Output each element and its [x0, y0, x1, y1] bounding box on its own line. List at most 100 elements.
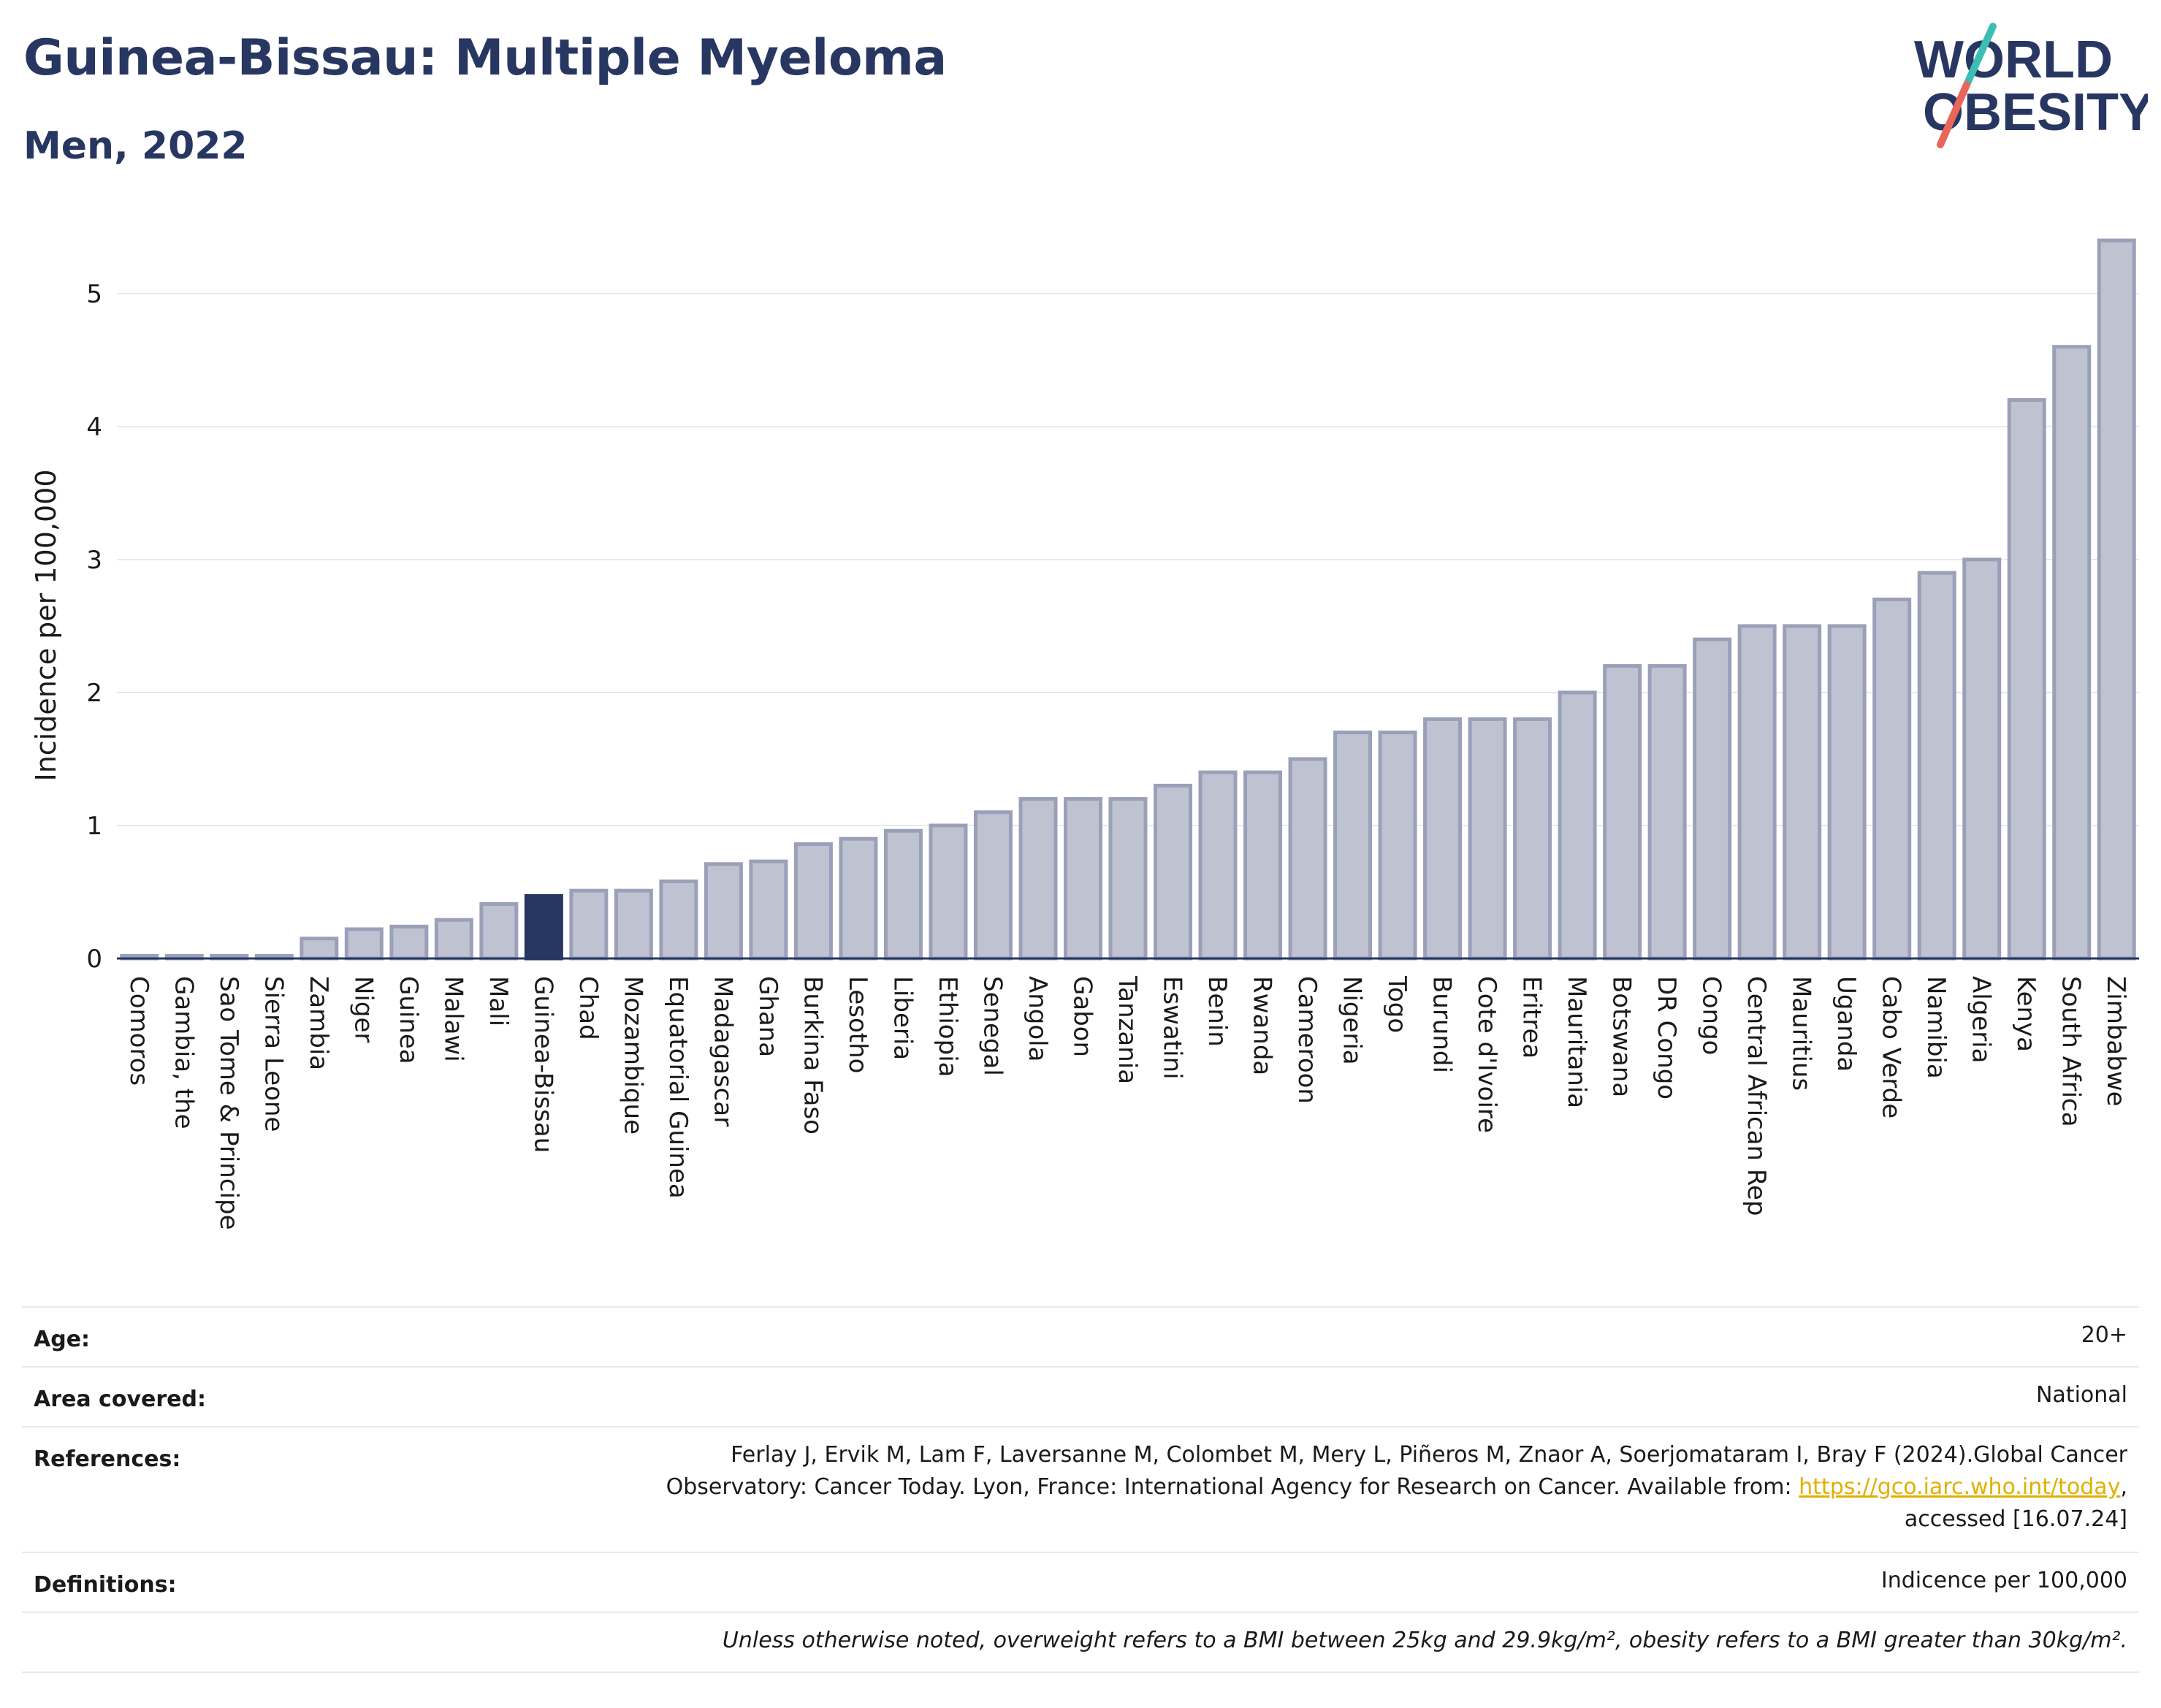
x-tick-labels: Comoros Gambia, the Sao Tome & Principe Sie…	[124, 975, 2130, 1230]
bar-togo	[1378, 731, 1417, 961]
y-tick-label: 2	[86, 679, 102, 708]
logo-text-world: WORLD	[1914, 31, 2113, 89]
reference-line-3: accessed [16.07.24]	[1904, 1506, 2127, 1532]
y-axis-label: Incidence per 100,000	[30, 469, 62, 781]
bars	[120, 238, 2136, 961]
bar-cabo-verde	[1872, 598, 1912, 961]
bar-congo	[1693, 637, 1732, 961]
bar-benin	[1198, 770, 1238, 961]
x-tick-label: Sierra Leone	[259, 976, 288, 1132]
x-tick-label: Mozambique	[618, 976, 647, 1135]
bar-chart: 0 1 2 3 4 5 Comoros Gambia, the Sao Tome & Prin…	[30, 238, 2139, 1230]
y-tick-labels: 0 1 2 3 4 5	[86, 280, 102, 974]
reference-line-2: Observatory: Cancer Today. Lyon, France:…	[666, 1474, 1799, 1500]
definitions-value: Indicence per 100,000	[1880, 1568, 2127, 1593]
bar-cote-d-ivoire	[1468, 717, 1507, 961]
bar-guinea-bissau	[524, 893, 563, 961]
info-row-note: Unless otherwise noted, overweight refer…	[22, 1612, 2139, 1673]
x-tick-label: Kenya	[2011, 976, 2040, 1052]
bar-zambia	[300, 937, 339, 961]
age-label: Age:	[34, 1327, 91, 1352]
world-obesity-logo: WORLD OBESITY	[1914, 23, 2148, 148]
x-tick-label: Gambia, the	[169, 976, 198, 1129]
x-tick-label: Ethiopia	[933, 976, 962, 1077]
y-tick-label: 4	[86, 413, 102, 442]
bar-ethiopia	[929, 823, 968, 961]
bar-south-africa	[2052, 345, 2092, 961]
bar-namibia	[1917, 571, 1956, 961]
area-value: National	[2035, 1382, 2127, 1408]
logo-slash-top	[1963, 23, 1997, 88]
age-value: 20+	[2081, 1322, 2127, 1348]
bar-burundi	[1423, 717, 1463, 961]
bar-dr-congo	[1647, 664, 1687, 961]
bar-madagascar	[704, 862, 743, 961]
x-tick-label: Lesotho	[843, 976, 872, 1073]
x-tick-label: Madagascar	[708, 976, 737, 1126]
y-tick-label: 0	[86, 945, 102, 974]
x-tick-label: Liberia	[888, 976, 917, 1060]
x-tick-label: Eritrea	[1517, 976, 1547, 1059]
reference-link[interactable]: https://gco.iarc.who.int/today	[1799, 1474, 2121, 1500]
x-tick-label: Zimbabwe	[2101, 976, 2130, 1107]
info-table: Age: 20+ Area covered: National Referenc…	[22, 1306, 2139, 1673]
x-tick-label: Tanzania	[1113, 975, 1142, 1084]
bar-mauritania	[1558, 690, 1597, 961]
x-tick-label: Cameroon	[1292, 976, 1322, 1104]
bar-tanzania	[1108, 797, 1148, 961]
x-tick-label: Cabo Verde	[1877, 976, 1906, 1118]
reference-line-1: Ferlay J, Ervik M, Lam F, Laversanne M, …	[731, 1442, 2127, 1468]
bar-angola	[1018, 797, 1058, 961]
x-tick-label: Central African Rep	[1742, 976, 1771, 1216]
page-title: Guinea-Bissau: Multiple Myeloma	[23, 29, 947, 87]
bar-algeria	[1962, 557, 2002, 961]
bar-mozambique	[614, 888, 653, 961]
x-tick-label: Chad	[573, 976, 603, 1040]
x-tick-label: Togo	[1382, 975, 1411, 1033]
x-tick-label: Congo	[1697, 976, 1726, 1055]
x-tick-label: Senegal	[977, 976, 1007, 1076]
info-row-age: Age: 20+	[22, 1306, 2139, 1366]
bar-uganda	[1827, 624, 1867, 961]
x-tick-label: Guinea	[394, 976, 423, 1064]
references-value: Ferlay J, Ervik M, Lam F, Laversanne M, …	[666, 1427, 2127, 1552]
x-tick-label: Botswana	[1607, 976, 1636, 1097]
bar-lesotho	[839, 836, 878, 961]
y-tick-label: 1	[86, 812, 102, 841]
x-tick-label: South Africa	[2057, 976, 2086, 1127]
y-tick-label: 5	[86, 280, 102, 309]
bar-cameroon	[1288, 757, 1327, 961]
bar-nigeria	[1333, 731, 1373, 961]
x-tick-label: Namibia	[1921, 976, 1951, 1079]
x-tick-label: Rwanda	[1248, 976, 1277, 1075]
x-tick-label: Sao Tome & Principe	[214, 976, 243, 1230]
reference-line-2-end: ,	[2120, 1474, 2127, 1500]
bar-botswana	[1603, 664, 1642, 961]
bar-central-african-rep	[1737, 624, 1777, 961]
x-tick-label: Burundi	[1428, 976, 1457, 1073]
x-tick-label: Guinea-Bissau	[528, 976, 557, 1153]
bmi-note: Unless otherwise noted, overweight refer…	[722, 1628, 2127, 1653]
x-tick-label: Nigeria	[1338, 976, 1367, 1065]
x-tick-label: Angola	[1023, 976, 1052, 1061]
x-tick-label: Cote d'Ivoire	[1472, 976, 1501, 1133]
x-tick-label: Ghana	[753, 976, 782, 1057]
bar-ghana	[749, 859, 788, 961]
x-tick-label: Comoros	[124, 976, 153, 1086]
bar-chad	[569, 888, 609, 961]
x-tick-label: Algeria	[1967, 976, 1996, 1063]
x-tick-label: Benin	[1203, 976, 1232, 1047]
bar-rwanda	[1243, 770, 1283, 961]
x-tick-label: Equatorial Guinea	[663, 976, 693, 1199]
x-tick-label: Malawi	[438, 976, 468, 1062]
definitions-label: Definitions:	[34, 1572, 177, 1598]
bar-liberia	[883, 828, 923, 961]
info-row-area: Area covered: National	[22, 1366, 2139, 1426]
references-label: References:	[34, 1446, 181, 1472]
area-label: Area covered:	[34, 1387, 206, 1412]
logo-slash-bottom	[1937, 81, 1970, 148]
y-tick-label: 3	[86, 546, 102, 575]
x-tick-label: Burkina Faso	[798, 976, 827, 1135]
bar-equatorial-guinea	[659, 879, 698, 961]
x-tick-label: DR Congo	[1652, 976, 1681, 1099]
